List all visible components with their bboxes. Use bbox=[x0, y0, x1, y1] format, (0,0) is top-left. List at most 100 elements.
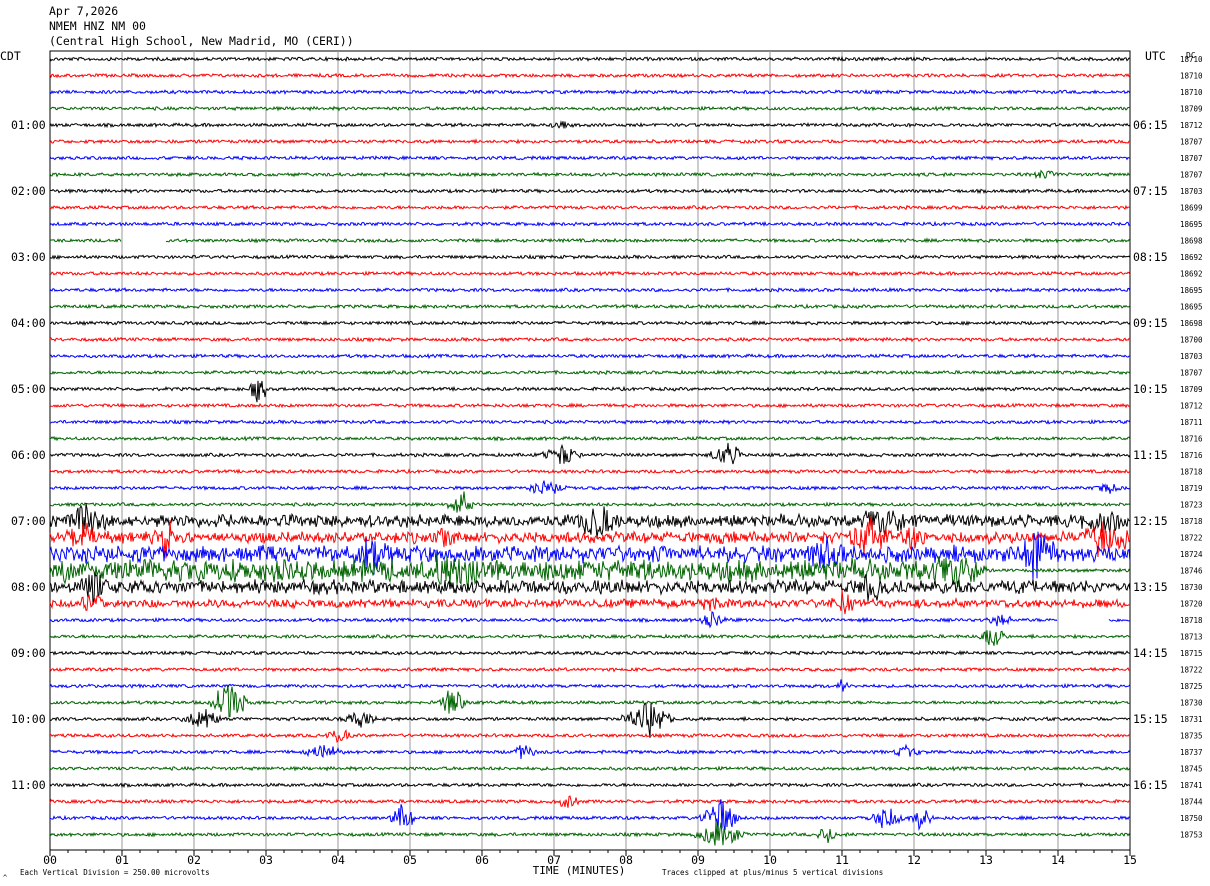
dc-offset-label: 18710 bbox=[1180, 72, 1203, 81]
trace-line bbox=[49, 88, 1131, 95]
station-code: NMEM HNZ NM 00 bbox=[49, 19, 146, 33]
trace-line bbox=[49, 531, 1131, 581]
trace-line bbox=[49, 352, 1131, 360]
trace-line bbox=[49, 435, 1131, 442]
hour-label-left: 01:00 bbox=[11, 118, 46, 132]
trace-line bbox=[49, 679, 1131, 692]
trace-line bbox=[49, 703, 1131, 738]
x-axis-title: TIME (MINUTES) bbox=[533, 864, 626, 877]
trace-line bbox=[49, 270, 1131, 277]
trace-line bbox=[49, 611, 1131, 629]
dc-offset-label: 18722 bbox=[1180, 666, 1203, 675]
hour-label-left: 05:00 bbox=[11, 382, 46, 396]
dc-offset-label: 18719 bbox=[1180, 484, 1203, 493]
record-date: Apr 7,2026 bbox=[49, 4, 119, 18]
trace-line bbox=[49, 138, 1131, 145]
x-tick-label: 13 bbox=[979, 853, 993, 867]
dc-offset-label: 18710 bbox=[1180, 88, 1203, 97]
dc-offset-label: 18692 bbox=[1180, 253, 1203, 262]
trace-line bbox=[49, 795, 1131, 808]
hour-label-left: 11:00 bbox=[11, 778, 46, 792]
left-timezone-label: CDT bbox=[0, 49, 21, 63]
trace-line bbox=[49, 480, 1131, 494]
trace-line bbox=[49, 105, 1130, 112]
dc-offset-label: 18712 bbox=[1180, 121, 1203, 130]
trace-line bbox=[49, 154, 1131, 161]
dc-offset-label: 18718 bbox=[1180, 468, 1203, 477]
dc-offset-label: 18723 bbox=[1180, 501, 1203, 510]
trace-line bbox=[49, 418, 1131, 426]
trace-line bbox=[49, 765, 1131, 772]
hour-label-right: 15:15 bbox=[1133, 712, 1168, 726]
trace-line bbox=[49, 553, 1131, 590]
dc-offset-label: 18753 bbox=[1180, 831, 1203, 840]
hour-label-right: 08:15 bbox=[1133, 250, 1168, 264]
dc-offset-label: 18718 bbox=[1180, 616, 1203, 625]
trace-line bbox=[49, 72, 1131, 79]
x-tick-label: 14 bbox=[1051, 853, 1065, 867]
dc-offset-label: 18713 bbox=[1180, 633, 1203, 642]
dc-offset-label: 18745 bbox=[1180, 765, 1203, 774]
trace-line bbox=[49, 220, 1131, 228]
hour-label-right: 06:15 bbox=[1133, 118, 1168, 132]
trace-line bbox=[49, 442, 1131, 465]
x-tick-label: 02 bbox=[187, 853, 201, 867]
hour-label-left: 08:00 bbox=[11, 580, 46, 594]
dc-offset-label: 18735 bbox=[1180, 732, 1203, 741]
x-tick-label: 09 bbox=[691, 853, 705, 867]
dc-offset-label: 18746 bbox=[1180, 567, 1203, 576]
x-tick-label: 11 bbox=[835, 853, 849, 867]
x-tick-label: 10 bbox=[763, 853, 777, 867]
hour-label-left: 07:00 bbox=[11, 514, 46, 528]
x-tick-label: 01 bbox=[115, 853, 129, 867]
dc-offset-label: 18730 bbox=[1180, 583, 1203, 592]
trace-line bbox=[49, 169, 1131, 180]
trace-line bbox=[49, 468, 1131, 475]
x-tick-label: 15 bbox=[1123, 853, 1137, 867]
x-tick-label: 08 bbox=[619, 853, 633, 867]
x-tick-label: 03 bbox=[259, 853, 273, 867]
trace-line bbox=[49, 820, 1131, 846]
hour-label-right: 12:15 bbox=[1133, 514, 1168, 528]
dc-offset-label: 18744 bbox=[1180, 798, 1203, 807]
dc-offset-label: 18750 bbox=[1180, 814, 1203, 823]
trace-line bbox=[49, 319, 1131, 327]
dc-offset-label: 18707 bbox=[1180, 154, 1203, 163]
dc-offset-label: 18725 bbox=[1180, 682, 1203, 691]
trace-line bbox=[49, 799, 1131, 832]
x-tick-label: 12 bbox=[907, 853, 921, 867]
dc-offset-label: 18710 bbox=[1180, 55, 1203, 64]
dc-offset-label: 18700 bbox=[1180, 336, 1203, 345]
trace-line bbox=[49, 516, 1131, 559]
dc-offset-label: 18709 bbox=[1180, 105, 1203, 114]
hour-label-left: 10:00 bbox=[11, 712, 46, 726]
dc-offset-label: 18711 bbox=[1180, 418, 1203, 427]
dc-offset-header: DC bbox=[1186, 51, 1196, 60]
corner-mark: ^ bbox=[3, 874, 7, 882]
dc-offset-label: 18741 bbox=[1180, 781, 1203, 790]
trace-line bbox=[49, 253, 1131, 261]
dc-offset-label: 18724 bbox=[1180, 550, 1203, 559]
dc-offset-label: 18695 bbox=[1180, 303, 1203, 312]
dc-offset-label: 18698 bbox=[1180, 319, 1203, 328]
trace-line bbox=[49, 402, 1131, 409]
dc-offset-label: 18720 bbox=[1180, 600, 1203, 609]
hour-label-right: 11:15 bbox=[1133, 448, 1168, 462]
hour-label-left: 06:00 bbox=[11, 448, 46, 462]
dc-offset-label: 18730 bbox=[1180, 699, 1203, 708]
dc-offset-label: 18707 bbox=[1180, 138, 1203, 147]
trace-line bbox=[49, 55, 1131, 63]
dc-offset-label: 18707 bbox=[1180, 171, 1203, 180]
trace-line bbox=[49, 782, 1131, 789]
dc-offset-label: 18716 bbox=[1180, 451, 1203, 460]
clip-note: Traces clipped at plus/minus 5 vertical … bbox=[662, 868, 883, 877]
trace-line bbox=[49, 684, 1131, 718]
x-tick-label: 06 bbox=[475, 853, 489, 867]
trace-line bbox=[49, 649, 1131, 656]
x-tick-label: 04 bbox=[331, 853, 345, 867]
dc-offset-label: 18707 bbox=[1180, 369, 1203, 378]
dc-offset-label: 18737 bbox=[1180, 748, 1203, 757]
plot-frame bbox=[49, 50, 1131, 851]
hour-label-right: 14:15 bbox=[1133, 646, 1168, 660]
